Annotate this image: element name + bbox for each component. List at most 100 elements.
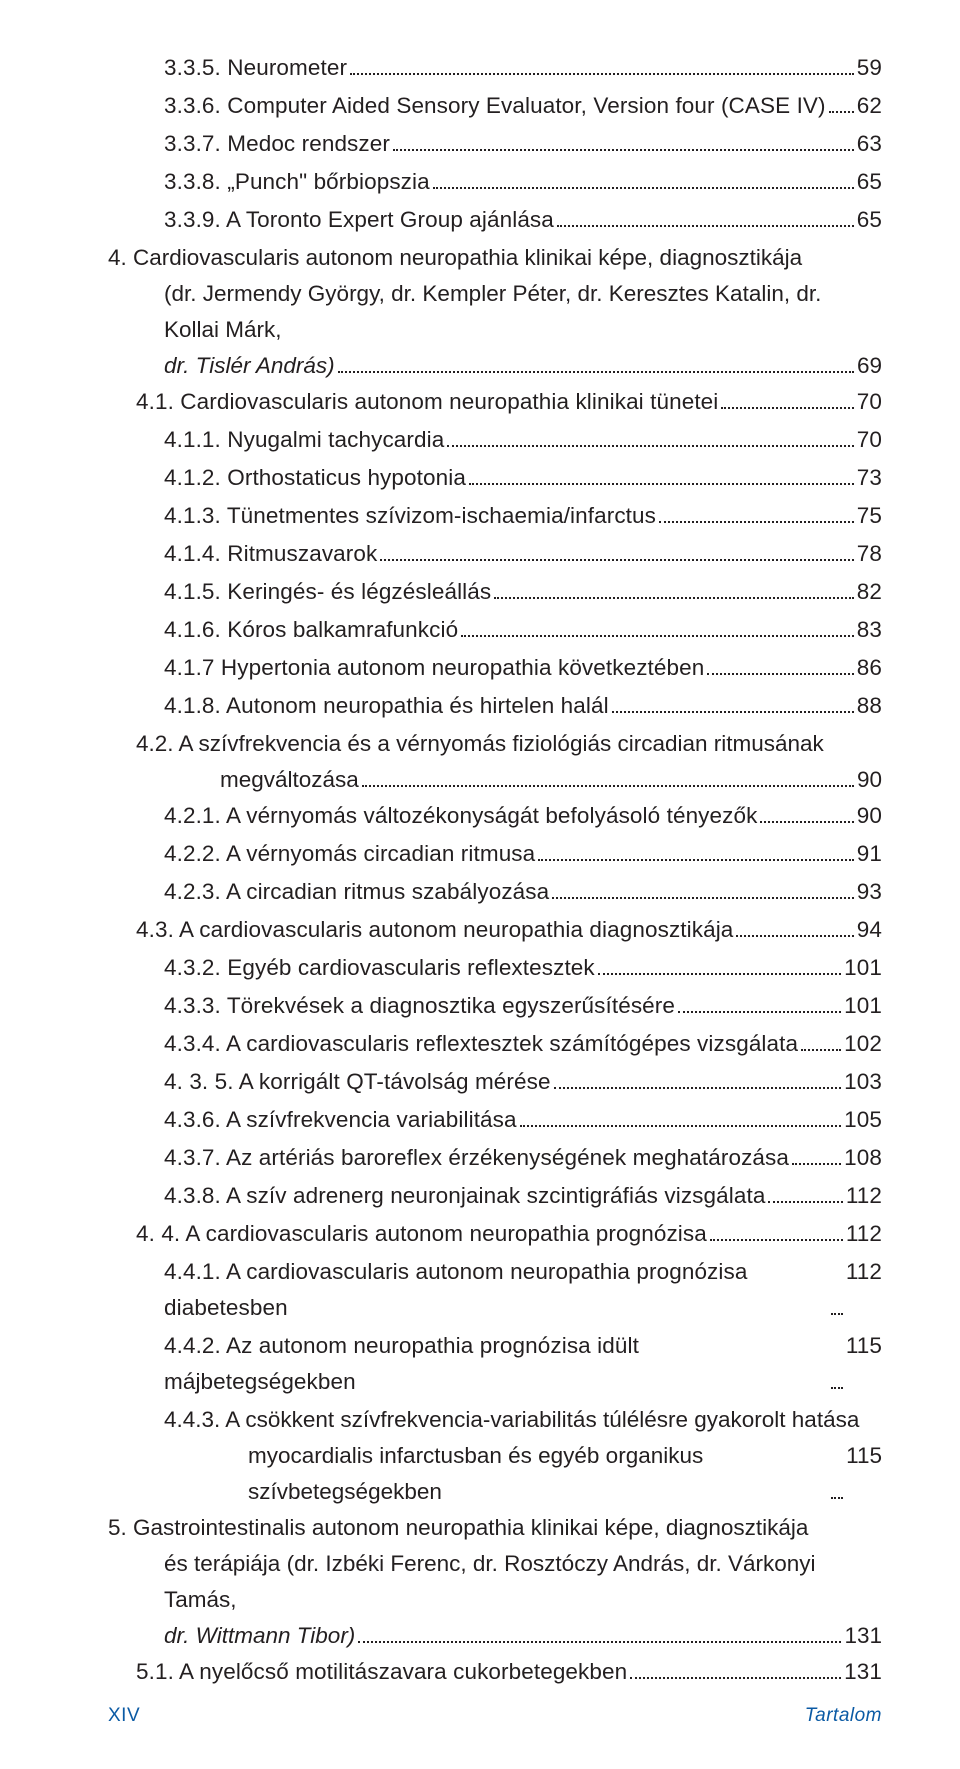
toc-entry-last-line: dr. Tislér András) 69 <box>108 348 882 384</box>
toc-entry-label: 4.1. Cardiovascularis autonom neuropathi… <box>136 384 718 420</box>
toc-entry: 4.3.2. Egyéb cardiovascularis reflextesz… <box>108 950 882 986</box>
toc-leader-dots <box>598 973 841 975</box>
toc-entry: 4.2.3. A circadian ritmus szabályozása93 <box>108 874 882 910</box>
toc-entry-page: 90 <box>857 798 882 834</box>
toc-entry: 4.1.7 Hypertonia autonom neuropathia köv… <box>108 650 882 686</box>
toc-entry-page: 108 <box>844 1140 882 1176</box>
toc-entry-label: 3.3.5. Neurometer <box>164 50 347 86</box>
toc-entry-label: dr. Tislér András) <box>164 348 335 384</box>
toc-leader-dots <box>350 73 854 75</box>
toc-entry-label: 4.1.4. Ritmuszavarok <box>164 536 377 572</box>
toc-leader-dots <box>494 597 854 599</box>
toc-entry-label: 4.2.1. A vérnyomás változékonyságát befo… <box>164 798 757 834</box>
toc-leader-dots <box>358 1641 841 1643</box>
toc-leader-dots <box>393 149 854 151</box>
toc-entry-page: 131 <box>844 1618 882 1654</box>
toc-entry-page: 78 <box>857 536 882 572</box>
toc-leader-dots <box>612 711 854 713</box>
toc-entry-last-line: myocardialis infarctusban és egyéb organ… <box>164 1438 882 1510</box>
toc-entry-last-line: dr. Wittmann Tibor)131 <box>108 1618 882 1654</box>
toc-leader-dots <box>554 1087 842 1089</box>
toc-entry: 4.3.3. Törekvések a diagnosztika egyszer… <box>108 988 882 1024</box>
toc-leader-dots <box>469 483 854 485</box>
toc-entry-label-line: és terápiája (dr. Izbéki Ferenc, dr. Ros… <box>108 1546 882 1618</box>
toc-leader-dots <box>520 1125 842 1127</box>
toc-entry-last-line: megváltozása 90 <box>136 762 882 798</box>
toc-leader-dots <box>552 897 854 899</box>
toc-entry: 4.1. Cardiovascularis autonom neuropathi… <box>108 384 882 420</box>
toc-leader-dots <box>721 407 853 409</box>
toc-entry: 3.3.5. Neurometer 59 <box>108 50 882 86</box>
toc-entry-label: 4.2.2. A vérnyomás circadian ritmusa <box>164 836 535 872</box>
toc-entry: 5. Gastrointestinalis autonom neuropathi… <box>108 1510 882 1654</box>
toc-entry-label: 4.3.3. Törekvések a diagnosztika egyszer… <box>164 988 675 1024</box>
toc-entry: 4.3.8. A szív adrenerg neuronjainak szci… <box>108 1178 882 1214</box>
toc-entry-page: 94 <box>857 912 882 948</box>
toc-entry: 3.3.7. Medoc rendszer63 <box>108 126 882 162</box>
toc-entry-page: 115 <box>846 1438 882 1474</box>
toc-entry-page: 91 <box>857 836 882 872</box>
toc-entry-page: 88 <box>857 688 882 724</box>
toc-entry: 4.3.6. A szívfrekvencia variabilitása105 <box>108 1102 882 1138</box>
toc-entry-label-line: (dr. Jermendy György, dr. Kempler Péter,… <box>108 276 882 348</box>
toc-entry-page: 112 <box>846 1254 882 1290</box>
toc-entry-label: 4.1.3. Tünetmentes szívizom-ischaemia/in… <box>164 498 656 534</box>
toc-entry-label: 4.3.7. Az artériás baroreflex érzékenysé… <box>164 1140 789 1176</box>
toc-entry-page: 65 <box>857 164 882 200</box>
toc-entry-label-line: 5. Gastrointestinalis autonom neuropathi… <box>108 1510 882 1546</box>
toc-entry: 4.2.2. A vérnyomás circadian ritmusa 91 <box>108 836 882 872</box>
toc-entry-page: 70 <box>857 384 882 420</box>
toc-entry: 4.1.2. Orthostaticus hypotonia 73 <box>108 460 882 496</box>
toc-entry-label: 4.1.8. Autonom neuropathia és hirtelen h… <box>164 688 609 724</box>
toc-entry-label: megváltozása <box>220 762 359 798</box>
toc-entry: 4.4.2. Az autonom neuropathia prognózisa… <box>108 1328 882 1400</box>
toc-entry: 4. 3. 5. A korrigált QT-távolság mérése1… <box>108 1064 882 1100</box>
toc-entry: 4.3. A cardiovascularis autonom neuropat… <box>108 912 882 948</box>
toc-leader-dots <box>707 673 853 675</box>
toc-entry-page: 101 <box>844 988 882 1024</box>
toc-entry-page: 75 <box>857 498 882 534</box>
toc-entry-page: 101 <box>844 950 882 986</box>
toc-page: 3.3.5. Neurometer 593.3.6. Computer Aided… <box>0 0 960 1690</box>
toc-entry-page: 73 <box>857 460 882 496</box>
toc-entry: 4.1.1. Nyugalmi tachycardia70 <box>108 422 882 458</box>
toc-leader-dots <box>338 371 854 373</box>
toc-entry: 4.4.1. A cardiovascularis autonom neurop… <box>108 1254 882 1326</box>
toc-leader-dots <box>710 1239 843 1241</box>
toc-leader-dots <box>461 635 854 637</box>
toc-entry-label: 3.3.7. Medoc rendszer <box>164 126 390 162</box>
toc-entry-page: 90 <box>857 762 882 798</box>
toc-entry-page: 69 <box>857 348 882 384</box>
toc-entry: 4.1.8. Autonom neuropathia és hirtelen h… <box>108 688 882 724</box>
toc-entry-label: 4. 3. 5. A korrigált QT-távolság mérése <box>164 1064 551 1100</box>
toc-leader-dots <box>447 445 853 447</box>
toc-entry-page: 102 <box>844 1026 882 1062</box>
page-number-roman: XIV <box>108 1705 140 1727</box>
toc-leader-dots <box>362 785 854 787</box>
toc-entry-label: 4.3.6. A szívfrekvencia variabilitása <box>164 1102 517 1138</box>
toc-entry-label: 4.3.2. Egyéb cardiovascularis reflextesz… <box>164 950 595 986</box>
table-of-contents: 3.3.5. Neurometer 593.3.6. Computer Aided… <box>108 50 882 1690</box>
toc-entry-label-line: 4.2. A szívfrekvencia és a vérnyomás fiz… <box>136 726 882 762</box>
toc-leader-dots <box>736 935 853 937</box>
toc-entry-label: 5.1. A nyelőcső motilitászavara cukorbet… <box>136 1654 627 1690</box>
toc-entry: 4.1.6. Kóros balkamrafunkció83 <box>108 612 882 648</box>
toc-entry-page: 112 <box>846 1178 882 1214</box>
toc-leader-dots <box>678 1011 841 1013</box>
toc-entry-page: 131 <box>844 1654 882 1690</box>
toc-entry-label: 4.1.2. Orthostaticus hypotonia <box>164 460 466 496</box>
toc-leader-dots <box>659 521 854 523</box>
toc-leader-dots <box>831 1387 843 1389</box>
toc-entry: 4.3.7. Az artériás baroreflex érzékenysé… <box>108 1140 882 1176</box>
toc-entry-page: 62 <box>857 88 882 124</box>
toc-entry: 3.3.9. A Toronto Expert Group ajánlása 65 <box>108 202 882 238</box>
toc-entry-label: 3.3.9. A Toronto Expert Group ajánlása <box>164 202 554 238</box>
toc-entry-page: 59 <box>857 50 882 86</box>
toc-entry: 4. 4. A cardiovascularis autonom neuropa… <box>108 1216 882 1252</box>
toc-leader-dots <box>557 225 854 227</box>
toc-entry-label-line: 4.4.3. A csökkent szívfrekvencia-variabi… <box>164 1402 882 1438</box>
toc-entry: 3.3.6. Computer Aided Sensory Evaluator,… <box>108 88 882 124</box>
toc-entry-label: 4.1.5. Keringés- és légzésleállás <box>164 574 491 610</box>
toc-entry: 4.2. A szívfrekvencia és a vérnyomás fiz… <box>108 726 882 798</box>
toc-entry-page: 65 <box>857 202 882 238</box>
